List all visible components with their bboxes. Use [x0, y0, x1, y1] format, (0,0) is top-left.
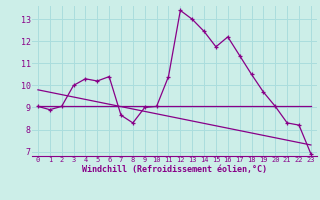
X-axis label: Windchill (Refroidissement éolien,°C): Windchill (Refroidissement éolien,°C) [82, 165, 267, 174]
